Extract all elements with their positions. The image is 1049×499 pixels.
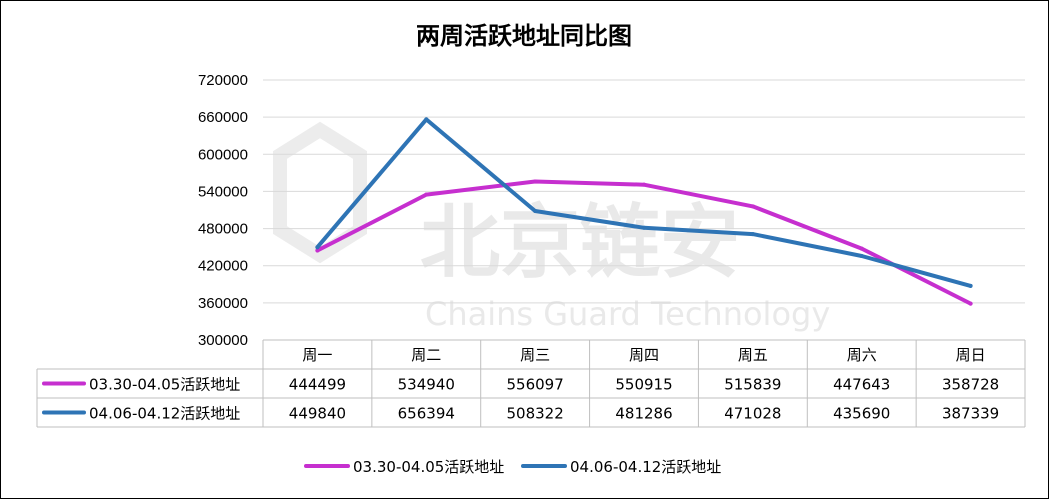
y-tick-label: 360000 — [198, 295, 248, 312]
x-category-label: 周日 — [956, 346, 986, 364]
watermark: 北京链安 Chains Guard Technology — [273, 121, 830, 333]
table-value-cell: 515839 — [724, 376, 781, 394]
table-value-cell: 447643 — [833, 376, 890, 394]
table-value-cell: 444499 — [289, 376, 346, 394]
data-point — [424, 117, 429, 122]
y-tick-label: 300000 — [198, 332, 248, 349]
data-point — [968, 283, 973, 288]
table-series-name: 03.30-04.05活跃地址 — [89, 376, 240, 394]
data-table: 周一 周二 周三 周四 周五 周六 周日 03.30-04.05活跃地址 444499 53494… — [36, 339, 1026, 428]
data-point — [968, 301, 973, 306]
y-tick-label: 540000 — [198, 183, 248, 200]
table-value-cell: 550915 — [615, 376, 672, 394]
x-category-label: 周二 — [411, 346, 441, 364]
data-point — [533, 179, 538, 184]
series-lines — [315, 117, 973, 306]
data-point — [859, 246, 864, 251]
y-tick-label: 720000 — [198, 72, 248, 89]
data-point — [315, 245, 320, 250]
x-category-label: 周四 — [629, 346, 659, 364]
data-point — [533, 209, 538, 214]
data-point — [424, 192, 429, 197]
table-value-cell: 435690 — [833, 405, 890, 423]
table-value-cell: 387339 — [942, 405, 999, 423]
y-tick-label: 660000 — [198, 109, 248, 126]
chart-title: 两周活跃地址同比图 — [416, 22, 632, 50]
x-category-label: 周六 — [847, 346, 877, 364]
table-series-name: 04.06-04.12活跃地址 — [89, 405, 240, 423]
data-point — [642, 182, 646, 187]
y-tick-label: 420000 — [198, 258, 248, 275]
x-category-label: 周五 — [738, 346, 768, 364]
y-tick-label: 480000 — [198, 221, 248, 238]
table-value-cell: 508322 — [507, 405, 564, 423]
table-value-cell: 556097 — [507, 376, 564, 394]
y-axis: 300000 360000 420000 480000 540000 600000 6600… — [198, 72, 248, 349]
data-point — [750, 232, 755, 237]
data-point — [315, 248, 320, 253]
table-value-cell: 358728 — [942, 376, 999, 394]
table-value-cell: 449840 — [289, 405, 346, 423]
table-value-cell: 534940 — [398, 376, 455, 394]
table-value-cell: 471028 — [724, 405, 781, 423]
table-value-cell: 656394 — [398, 405, 455, 423]
legend-label-1: 03.30-04.05活跃地址 — [353, 458, 504, 476]
watermark-sub-text: Chains Guard Technology — [425, 295, 830, 333]
legend: 03.30-04.05活跃地址 04.06-04.12活跃地址 — [304, 458, 721, 476]
legend-label-2: 04.06-04.12活跃地址 — [570, 458, 721, 476]
data-point — [642, 225, 646, 230]
y-tick-label: 600000 — [198, 146, 248, 163]
data-point — [859, 254, 864, 259]
data-point — [750, 204, 755, 209]
watermark-main-text: 北京链安 — [420, 196, 740, 289]
x-category-label: 周一 — [302, 346, 332, 364]
table-value-cell: 481286 — [615, 405, 672, 423]
x-category-label: 周三 — [520, 346, 550, 364]
